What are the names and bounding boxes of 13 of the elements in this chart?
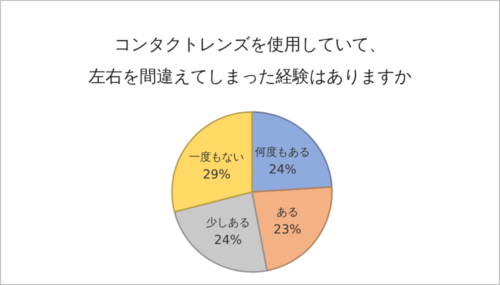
data-label: 24%: [268, 161, 297, 176]
data-label: 29%: [202, 166, 231, 182]
data-label: 23%: [274, 221, 302, 236]
pie-slice: [171, 111, 253, 213]
slice-label: 少しある: [206, 216, 250, 229]
slice-label: ある: [276, 205, 298, 218]
slice-label: 何度もある: [255, 145, 310, 158]
slice-label: 一度もない: [189, 150, 244, 164]
pie-slice: [174, 191, 268, 273]
data-label: 24%: [214, 232, 242, 247]
chart-title: コンタクトレンズを使用していて、: [114, 35, 386, 55]
pie-slice: [251, 186, 333, 272]
chart-subtitle: 左右を間違えてしまった経験はありますか: [88, 67, 412, 87]
